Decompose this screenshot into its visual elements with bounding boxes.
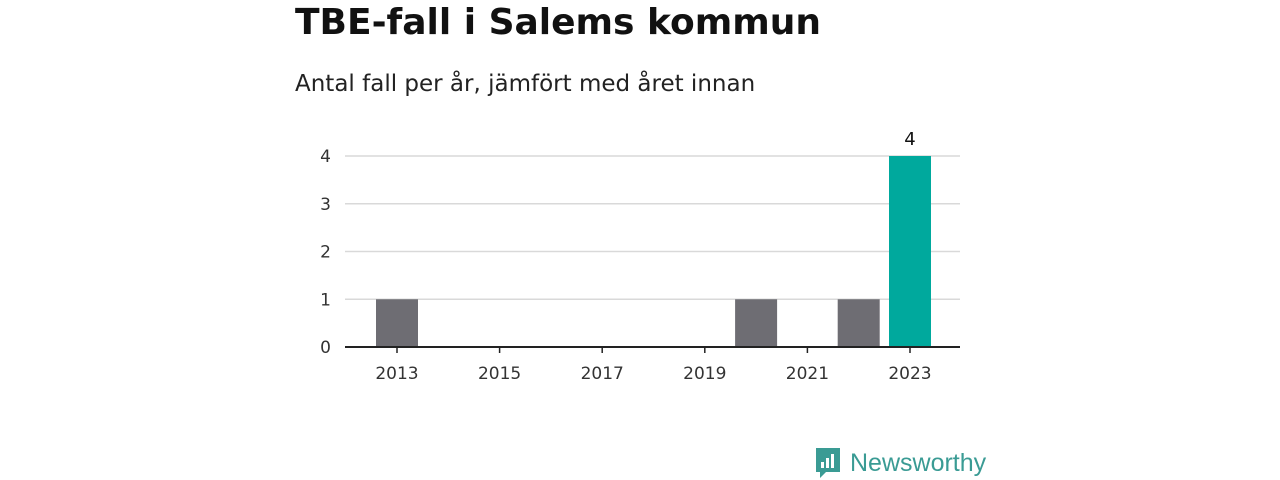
- y-tick-label: 4: [320, 147, 331, 167]
- x-tick-label: 2017: [581, 364, 624, 384]
- y-axis-ticks: 0 1 2 3 4: [320, 147, 331, 358]
- bar-2020: [735, 299, 778, 347]
- y-tick-label: 3: [320, 195, 331, 215]
- y-tick-label: 0: [320, 338, 331, 358]
- bars: [376, 156, 931, 347]
- x-tick-label: 2013: [375, 364, 418, 384]
- x-tick-label: 2021: [786, 364, 829, 384]
- brand-name: Newsworthy: [850, 448, 987, 477]
- x-tick-label: 2023: [888, 364, 931, 384]
- y-tick-label: 1: [320, 290, 331, 310]
- x-tick-label: 2019: [683, 364, 726, 384]
- y-tick-label: 2: [320, 243, 331, 263]
- bar-2022: [837, 299, 880, 347]
- data-label: 4: [904, 129, 915, 150]
- chart-title: TBE-fall i Salems kommun: [295, 2, 822, 43]
- gridlines: [345, 155, 960, 300]
- bar-2023: [889, 156, 931, 347]
- data-labels: 4: [904, 129, 915, 150]
- x-axis-ticks: 2013 2015 2017 2019 2021 2023: [375, 347, 932, 384]
- newsworthy-logo-icon: [816, 448, 840, 478]
- bar-2013: [376, 299, 418, 347]
- chart-subtitle: Antal fall per år, jämfört med året inna…: [295, 71, 756, 97]
- x-tick-label: 2015: [478, 364, 521, 384]
- brand-logo: Newsworthy: [814, 446, 986, 480]
